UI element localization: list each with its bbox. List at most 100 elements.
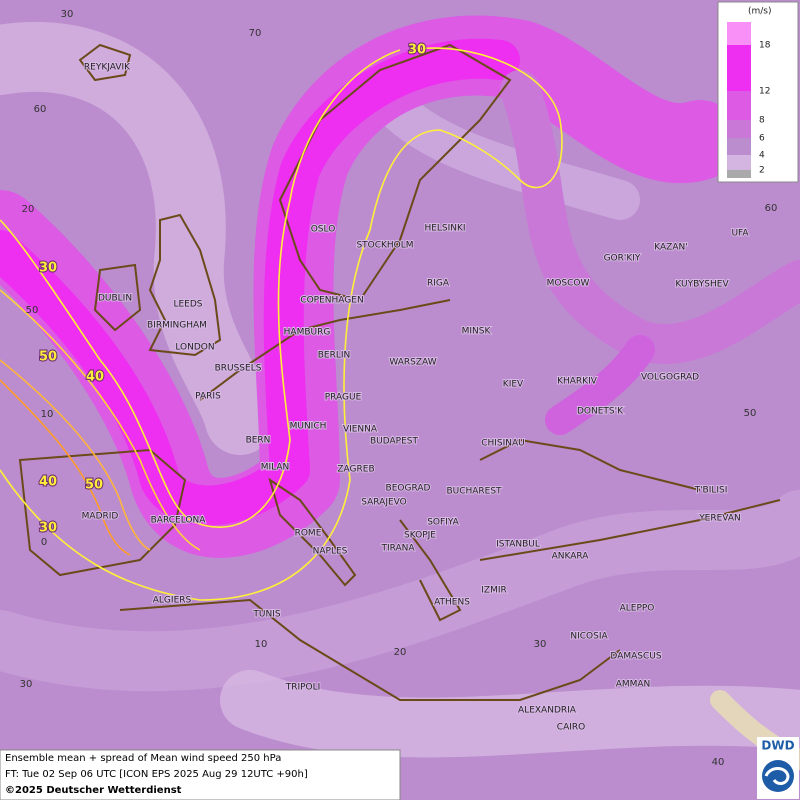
city-label: SKOPJE — [404, 531, 436, 541]
city-label: NICOSIA — [570, 632, 608, 642]
grid-label: 40 — [712, 757, 725, 768]
city-label: KAZAN' — [654, 243, 687, 253]
city-label: AMMAN — [616, 680, 651, 690]
city-label: CAIRO — [557, 723, 585, 733]
legend-swatch — [727, 45, 751, 91]
city-label: ALEXANDRIA — [518, 706, 577, 716]
grid-label: 30 — [61, 9, 74, 20]
city-label: PRAGUE — [325, 393, 362, 403]
city-label: BUDAPEST — [370, 437, 419, 447]
city-label: BRUSSELS — [215, 364, 262, 374]
legend-swatch — [727, 91, 751, 120]
legend-unit: (m/s) — [748, 7, 772, 17]
city-label: WARSZAW — [389, 358, 436, 368]
city-label: ZAGREB — [337, 465, 374, 475]
footer: Ensemble mean + spread of Mean wind spee… — [0, 737, 799, 801]
city-label: OSLO — [311, 225, 336, 235]
city-label: CHISINAU — [481, 439, 525, 449]
city-label: ALEPPO — [620, 604, 655, 614]
city-label: ROME — [295, 529, 322, 539]
legend-tick-label: 18 — [759, 41, 771, 51]
legend-swatch — [727, 170, 751, 178]
contour-label: 40 — [39, 475, 57, 490]
grid-label: 0 — [41, 537, 47, 548]
grid-label: 50 — [744, 408, 757, 419]
footer-line: FT: Tue 02 Sep 06 UTC [ICON EPS 2025 Aug… — [5, 769, 308, 780]
city-label: DAMASCUS — [610, 652, 661, 662]
legend-swatch — [727, 22, 751, 45]
grid-label: 60 — [765, 203, 778, 214]
city-label: DONETS'K — [577, 407, 624, 417]
grid-label: 20 — [22, 204, 35, 215]
city-label: BIRMINGHAM — [147, 321, 207, 331]
city-label: GOR'KIY — [604, 254, 641, 264]
city-label: IZMIR — [481, 586, 507, 596]
city-label: TUNIS — [252, 610, 280, 620]
grid-label: 20 — [394, 647, 407, 658]
city-label: MINSK — [462, 327, 492, 337]
city-label: YEREVAN — [698, 514, 741, 524]
legend: (m/s) 18 12 8 6 4 2 — [717, 1, 799, 183]
logo-swirl — [764, 767, 790, 785]
city-label: MADRID — [82, 512, 119, 522]
footer-line: Ensemble mean + spread of Mean wind spee… — [5, 753, 281, 764]
legend-tick-label: 4 — [759, 151, 765, 161]
city-label: BUCHAREST — [446, 487, 502, 497]
legend-swatch — [727, 138, 751, 155]
city-label: LONDON — [175, 343, 214, 353]
grid-label: 30 — [534, 639, 547, 650]
city-label: SOFIYA — [427, 518, 459, 528]
city-label: T'BILISI — [694, 486, 728, 496]
legend-tick-label: 8 — [759, 116, 765, 126]
grid-label: 60 — [34, 104, 47, 115]
city-label: TIRANA — [380, 544, 415, 554]
speed-fields — [0, 15, 800, 770]
city-label: KIEV — [503, 380, 524, 390]
city-label: KUYBYSHEV — [675, 280, 729, 290]
grid-label: 70 — [249, 28, 262, 39]
city-label: VIENNA — [343, 425, 378, 435]
contours — [0, 47, 563, 601]
city-label: NAPLES — [313, 547, 348, 557]
legend-swatch — [727, 155, 751, 170]
city-label: COPENHAGEN — [300, 296, 363, 306]
city-label: MUNICH — [290, 422, 327, 432]
city-label: BERLIN — [318, 351, 351, 361]
contour-label: 40 — [86, 370, 104, 385]
logo-icon — [762, 760, 794, 792]
grid-label: 50 — [26, 305, 39, 316]
city-label: HELSINKI — [424, 224, 465, 234]
footer-line: ©2025 Deutscher Wetterdienst — [5, 785, 182, 796]
city-label: PARIS — [195, 392, 221, 402]
city-label: RIGA — [427, 279, 450, 289]
city-label: BEOGRAD — [386, 484, 431, 494]
contour-label: 30 — [39, 521, 57, 536]
city-label: REYKJAVIK — [84, 63, 131, 73]
legend-swatch — [727, 120, 751, 138]
city-label: DUBLIN — [98, 294, 132, 304]
city-label: HAMBURG — [284, 328, 331, 338]
city-label: KHARKIV — [557, 377, 598, 387]
city-label: TRIPOLI — [285, 683, 321, 693]
coastlines — [18, 43, 781, 701]
city-label: VOLGOGRAD — [641, 373, 699, 383]
city-label: ISTANBUL — [496, 540, 540, 550]
labels: REYKJAVIK OSLO STOCKHOLM HELSINKI RIGA MOSCOW… — [20, 9, 778, 768]
city-label: BERN — [246, 436, 271, 446]
city-label: BARCELONA — [151, 516, 207, 526]
grid-label: 10 — [255, 639, 268, 650]
city-label: ATHENS — [434, 598, 470, 608]
grid-label: 30 — [20, 679, 33, 690]
contour-label: 30 — [408, 43, 426, 58]
legend-tick-label: 12 — [759, 87, 770, 97]
city-label: SARAJEVO — [361, 498, 407, 508]
city-label: MILAN — [261, 463, 290, 473]
contour-label: 30 — [39, 261, 57, 276]
city-label: ALGIERS — [153, 596, 192, 606]
contour-label: 50 — [39, 350, 57, 365]
legend-tick-label: 6 — [759, 134, 765, 144]
contour-label: 50 — [85, 478, 103, 493]
city-label: STOCKHOLM — [356, 241, 413, 251]
grid-label: 10 — [41, 409, 54, 420]
